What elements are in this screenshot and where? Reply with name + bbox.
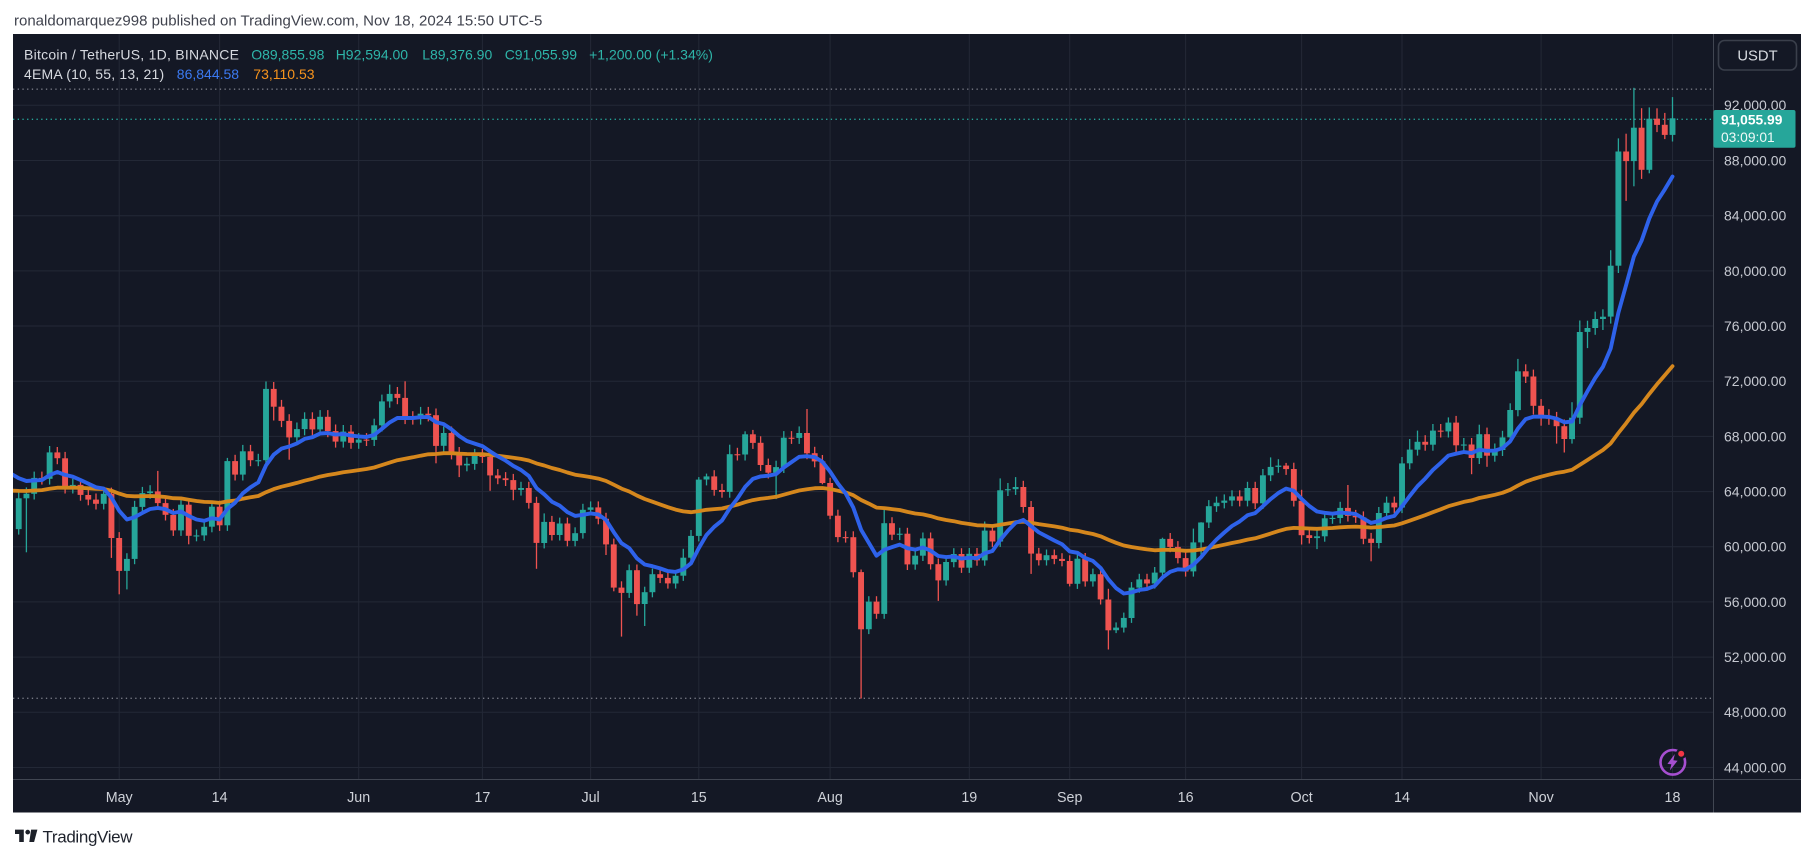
svg-text:Oct: Oct: [1290, 790, 1312, 806]
svg-text:60,000.00: 60,000.00: [1724, 539, 1786, 555]
svg-text:73,110.53: 73,110.53: [253, 66, 314, 82]
svg-text:14: 14: [212, 790, 228, 806]
svg-text:68,000.00: 68,000.00: [1724, 428, 1786, 444]
svg-text:+1,200.00 (+1.34%): +1,200.00 (+1.34%): [589, 46, 713, 62]
svg-text:Nov: Nov: [1528, 790, 1554, 806]
svg-text:92,000.00: 92,000.00: [1724, 97, 1786, 113]
svg-text:64,000.00: 64,000.00: [1724, 484, 1786, 500]
svg-text:ronaldomarquez998 published on: ronaldomarquez998 published on TradingVi…: [14, 13, 542, 30]
svg-text:C91,055.99: C91,055.99: [505, 46, 578, 62]
svg-text:4EMA (10, 55, 13, 21): 4EMA (10, 55, 13, 21): [24, 66, 164, 82]
svg-text:91,055.99: 91,055.99: [1721, 113, 1783, 128]
svg-text:May: May: [106, 790, 134, 806]
svg-text:86,844.58: 86,844.58: [177, 66, 239, 82]
svg-text:Jun: Jun: [347, 790, 370, 806]
svg-text:TradingView: TradingView: [43, 828, 134, 847]
svg-text:52,000.00: 52,000.00: [1724, 649, 1786, 665]
svg-text:44,000.00: 44,000.00: [1724, 759, 1786, 775]
svg-text:14: 14: [1394, 790, 1410, 806]
svg-text:80,000.00: 80,000.00: [1724, 263, 1786, 279]
svg-text:15: 15: [691, 790, 707, 806]
svg-text:16: 16: [1178, 790, 1194, 806]
svg-text:O89,855.98: O89,855.98: [251, 46, 324, 62]
svg-text:03:09:01: 03:09:01: [1721, 130, 1775, 145]
svg-text:Aug: Aug: [817, 790, 842, 806]
svg-text:Sep: Sep: [1057, 790, 1082, 806]
svg-text:48,000.00: 48,000.00: [1724, 704, 1786, 720]
svg-text:18: 18: [1665, 790, 1681, 806]
svg-text:USDT: USDT: [1737, 48, 1777, 64]
svg-text:H92,594.00: H92,594.00: [336, 46, 409, 62]
svg-text:L89,376.90: L89,376.90: [422, 46, 492, 62]
svg-text:17: 17: [474, 790, 490, 806]
svg-text:84,000.00: 84,000.00: [1724, 208, 1786, 224]
svg-text:19: 19: [961, 790, 977, 806]
svg-text:Jul: Jul: [581, 790, 599, 806]
svg-text:Bitcoin / TetherUS, 1D, BINANC: Bitcoin / TetherUS, 1D, BINANCE: [24, 46, 239, 62]
svg-text:72,000.00: 72,000.00: [1724, 373, 1786, 389]
svg-text:56,000.00: 56,000.00: [1724, 594, 1786, 610]
svg-text:88,000.00: 88,000.00: [1724, 152, 1786, 168]
svg-text:76,000.00: 76,000.00: [1724, 318, 1786, 334]
